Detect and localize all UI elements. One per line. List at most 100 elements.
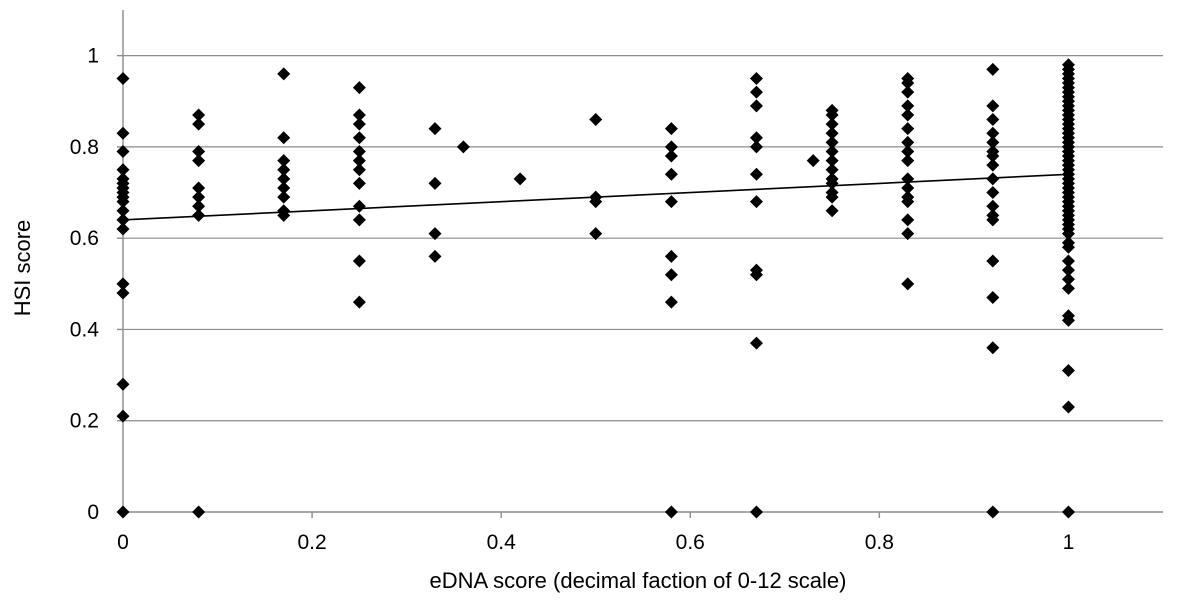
- data-point-19: [192, 117, 206, 131]
- x-tick-label-1: 0.2: [297, 531, 326, 554]
- y-tick-label-2: 0.4: [70, 318, 100, 341]
- data-point-3: [116, 163, 130, 177]
- data-point-90: [825, 190, 839, 204]
- data-point-49: [428, 176, 442, 190]
- data-point-46: [352, 254, 366, 268]
- data-point-72: [749, 167, 763, 181]
- data-point-32: [277, 181, 291, 195]
- data-point-91: [825, 204, 839, 218]
- data-point-84: [825, 144, 839, 158]
- data-point-15: [116, 377, 130, 391]
- data-point-61: [664, 167, 678, 181]
- data-point-43: [352, 176, 366, 190]
- data-point-88: [825, 176, 839, 190]
- data-point-45: [352, 213, 366, 227]
- data-point-48: [428, 122, 442, 136]
- data-point-68: [749, 85, 763, 99]
- data-point-106: [901, 227, 915, 241]
- gridlines: [123, 55, 1163, 422]
- data-point-2: [116, 144, 130, 158]
- y-axis-title: HSI score: [10, 220, 35, 317]
- data-point-86: [825, 163, 839, 177]
- data-point-13: [116, 277, 130, 291]
- data-point-112: [986, 135, 1000, 149]
- data-point-65: [664, 295, 678, 309]
- x-tick-label-5: 1: [1063, 531, 1075, 554]
- data-point-36: [352, 81, 366, 95]
- data-point-85: [825, 154, 839, 168]
- y-tick-label-5: 1: [87, 45, 99, 68]
- x-tick-label-4: 0.8: [865, 531, 894, 554]
- data-point-52: [456, 140, 470, 154]
- data-point-44: [352, 199, 366, 213]
- data-point-93: [901, 76, 915, 90]
- data-point-21: [192, 154, 206, 168]
- data-point-115: [986, 158, 1000, 172]
- data-point-59: [664, 140, 678, 154]
- data-point-173: [1061, 505, 1075, 519]
- data-point-12: [116, 222, 130, 236]
- data-point-117: [986, 186, 1000, 200]
- data-point-23: [192, 190, 206, 204]
- data-point-71: [749, 140, 763, 154]
- data-point-109: [986, 99, 1000, 113]
- data-point-120: [986, 213, 1000, 227]
- data-point-105: [901, 213, 915, 227]
- data-point-172: [1061, 400, 1075, 414]
- data-point-110: [986, 113, 1000, 127]
- data-point-47: [352, 295, 366, 309]
- data-point-9: [116, 195, 130, 209]
- data-point-18: [192, 108, 206, 122]
- data-point-67: [749, 71, 763, 85]
- data-point-57: [589, 227, 603, 241]
- data-point-24: [192, 199, 206, 213]
- data-point-83: [825, 135, 839, 149]
- data-point-80: [825, 108, 839, 122]
- data-point-122: [986, 291, 1000, 305]
- data-point-108: [986, 62, 1000, 76]
- data-point-100: [901, 154, 915, 168]
- data-point-78: [806, 154, 820, 168]
- data-point-60: [664, 149, 678, 163]
- data-point-170: [1061, 313, 1075, 327]
- data-point-14: [116, 286, 130, 300]
- data-point-25: [192, 208, 206, 222]
- data-point-171: [1061, 364, 1075, 378]
- data-point-95: [901, 99, 915, 113]
- data-point-94: [901, 85, 915, 99]
- data-point-167: [1061, 272, 1075, 286]
- data-point-81: [825, 117, 839, 131]
- data-point-53: [513, 172, 527, 186]
- data-point-99: [901, 144, 915, 158]
- data-point-1: [116, 126, 130, 140]
- data-point-168: [1061, 281, 1075, 295]
- data-point-42: [352, 163, 366, 177]
- data-point-58: [664, 122, 678, 136]
- data-point-98: [901, 135, 915, 149]
- data-point-64: [664, 268, 678, 282]
- data-point-28: [277, 131, 291, 145]
- data-point-124: [986, 505, 1000, 519]
- y-tick-label-4: 0.8: [70, 136, 99, 159]
- data-point-62: [664, 195, 678, 209]
- data-point-56: [589, 195, 603, 209]
- y-axis-ticks: 0 0.2 0.4 0.6 0.8 1: [70, 45, 123, 524]
- data-point-51: [428, 249, 442, 263]
- data-point-121: [986, 254, 1000, 268]
- data-point-31: [277, 172, 291, 186]
- data-point-54: [589, 113, 603, 127]
- data-point-27: [277, 67, 291, 81]
- data-point-75: [749, 268, 763, 282]
- data-point-114: [986, 149, 1000, 163]
- data-points: [116, 58, 1075, 519]
- x-axis-title: eDNA score (decimal faction of 0-12 scal…: [430, 568, 847, 593]
- data-point-102: [901, 181, 915, 195]
- data-point-123: [986, 341, 1000, 355]
- x-tick-label-2: 0.4: [487, 531, 517, 554]
- x-axis-ticks: 0 0.2 0.4 0.6 0.8 1: [117, 512, 1074, 554]
- data-point-29: [277, 154, 291, 168]
- data-point-26: [192, 505, 206, 519]
- data-point-76: [749, 336, 763, 350]
- trendline: [122, 173, 1069, 221]
